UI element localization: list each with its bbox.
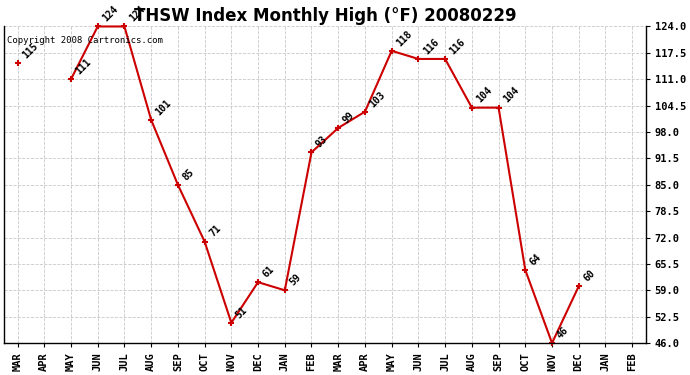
Text: 111: 111 bbox=[74, 57, 93, 76]
Text: 101: 101 bbox=[154, 98, 173, 117]
Text: 64: 64 bbox=[528, 252, 544, 267]
Text: 124: 124 bbox=[127, 4, 147, 24]
Text: 116: 116 bbox=[448, 37, 467, 56]
Text: 104: 104 bbox=[475, 86, 494, 105]
Text: Copyright 2008 Cartronics.com: Copyright 2008 Cartronics.com bbox=[8, 36, 164, 45]
Text: 124: 124 bbox=[101, 4, 120, 24]
Title: THSW Index Monthly High (°F) 20080229: THSW Index Monthly High (°F) 20080229 bbox=[134, 7, 516, 25]
Text: 60: 60 bbox=[582, 268, 597, 284]
Text: 116: 116 bbox=[421, 37, 441, 56]
Text: 61: 61 bbox=[261, 264, 276, 279]
Text: 103: 103 bbox=[368, 89, 387, 109]
Text: 51: 51 bbox=[234, 304, 250, 320]
Text: 46: 46 bbox=[555, 325, 570, 340]
Text: 118: 118 bbox=[395, 28, 414, 48]
Text: 71: 71 bbox=[208, 224, 223, 239]
Text: 104: 104 bbox=[502, 86, 521, 105]
Text: 59: 59 bbox=[288, 272, 303, 288]
Text: 85: 85 bbox=[181, 166, 196, 182]
Text: 115: 115 bbox=[20, 41, 40, 60]
Text: 99: 99 bbox=[341, 110, 356, 125]
Text: 93: 93 bbox=[314, 134, 330, 150]
